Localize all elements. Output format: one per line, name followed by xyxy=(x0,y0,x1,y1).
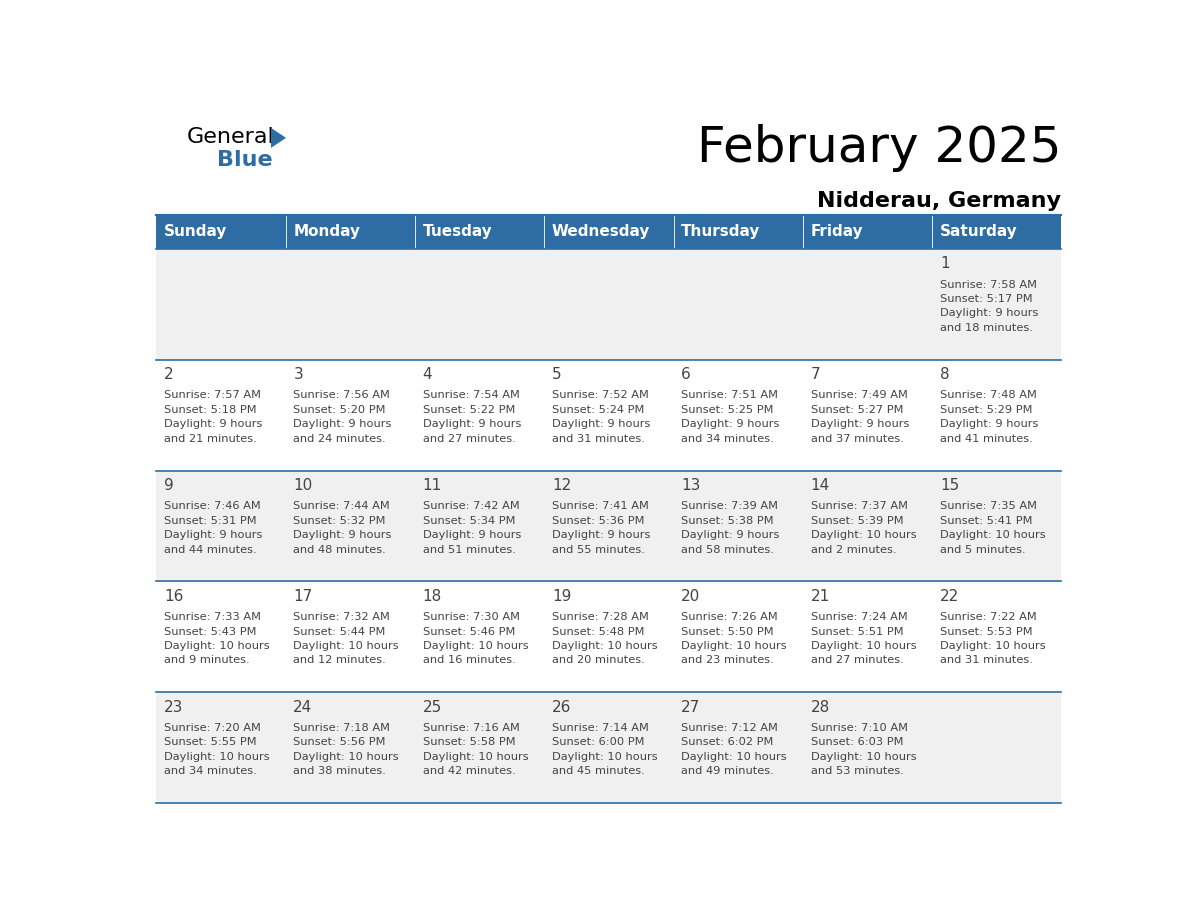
Text: Sunrise: 7:24 AM
Sunset: 5:51 PM
Daylight: 10 hours
and 27 minutes.: Sunrise: 7:24 AM Sunset: 5:51 PM Dayligh… xyxy=(810,612,916,666)
Text: 28: 28 xyxy=(810,700,830,715)
Text: Sunrise: 7:20 AM
Sunset: 5:55 PM
Daylight: 10 hours
and 34 minutes.: Sunrise: 7:20 AM Sunset: 5:55 PM Dayligh… xyxy=(164,723,270,777)
Text: Sunrise: 7:46 AM
Sunset: 5:31 PM
Daylight: 9 hours
and 44 minutes.: Sunrise: 7:46 AM Sunset: 5:31 PM Dayligh… xyxy=(164,501,263,554)
Text: Friday: Friday xyxy=(810,224,864,240)
Text: Thursday: Thursday xyxy=(681,224,760,240)
Bar xyxy=(157,581,1061,692)
Text: 9: 9 xyxy=(164,478,173,493)
Text: Monday: Monday xyxy=(293,224,360,240)
Text: Sunrise: 7:49 AM
Sunset: 5:27 PM
Daylight: 9 hours
and 37 minutes.: Sunrise: 7:49 AM Sunset: 5:27 PM Dayligh… xyxy=(810,390,909,443)
Bar xyxy=(157,360,1061,471)
Text: Sunrise: 7:12 AM
Sunset: 6:02 PM
Daylight: 10 hours
and 49 minutes.: Sunrise: 7:12 AM Sunset: 6:02 PM Dayligh… xyxy=(681,723,786,777)
Text: 21: 21 xyxy=(810,589,830,604)
Text: Nidderau, Germany: Nidderau, Germany xyxy=(817,191,1061,211)
Text: Sunrise: 7:51 AM
Sunset: 5:25 PM
Daylight: 9 hours
and 34 minutes.: Sunrise: 7:51 AM Sunset: 5:25 PM Dayligh… xyxy=(681,390,779,443)
Text: 19: 19 xyxy=(552,589,571,604)
Text: Sunrise: 7:35 AM
Sunset: 5:41 PM
Daylight: 10 hours
and 5 minutes.: Sunrise: 7:35 AM Sunset: 5:41 PM Dayligh… xyxy=(940,501,1045,554)
Text: Sunrise: 7:39 AM
Sunset: 5:38 PM
Daylight: 9 hours
and 58 minutes.: Sunrise: 7:39 AM Sunset: 5:38 PM Dayligh… xyxy=(681,501,779,554)
Text: 25: 25 xyxy=(423,700,442,715)
Text: 8: 8 xyxy=(940,367,949,382)
Bar xyxy=(157,471,1061,581)
Text: Sunrise: 7:14 AM
Sunset: 6:00 PM
Daylight: 10 hours
and 45 minutes.: Sunrise: 7:14 AM Sunset: 6:00 PM Dayligh… xyxy=(552,723,658,777)
Text: 23: 23 xyxy=(164,700,183,715)
Text: Sunrise: 7:48 AM
Sunset: 5:29 PM
Daylight: 9 hours
and 41 minutes.: Sunrise: 7:48 AM Sunset: 5:29 PM Dayligh… xyxy=(940,390,1038,443)
Text: 4: 4 xyxy=(423,367,432,382)
Text: 26: 26 xyxy=(552,700,571,715)
Text: Tuesday: Tuesday xyxy=(423,224,492,240)
Text: 18: 18 xyxy=(423,589,442,604)
Bar xyxy=(285,215,415,249)
Text: Sunrise: 7:32 AM
Sunset: 5:44 PM
Daylight: 10 hours
and 12 minutes.: Sunrise: 7:32 AM Sunset: 5:44 PM Dayligh… xyxy=(293,612,399,666)
Text: Sunrise: 7:30 AM
Sunset: 5:46 PM
Daylight: 10 hours
and 16 minutes.: Sunrise: 7:30 AM Sunset: 5:46 PM Dayligh… xyxy=(423,612,529,666)
Text: 1: 1 xyxy=(940,256,949,272)
Text: Sunrise: 7:52 AM
Sunset: 5:24 PM
Daylight: 9 hours
and 31 minutes.: Sunrise: 7:52 AM Sunset: 5:24 PM Dayligh… xyxy=(552,390,650,443)
Text: 14: 14 xyxy=(810,478,830,493)
Text: Sunrise: 7:26 AM
Sunset: 5:50 PM
Daylight: 10 hours
and 23 minutes.: Sunrise: 7:26 AM Sunset: 5:50 PM Dayligh… xyxy=(681,612,786,666)
Text: 11: 11 xyxy=(423,478,442,493)
Text: Wednesday: Wednesday xyxy=(552,224,650,240)
Text: 2: 2 xyxy=(164,367,173,382)
Text: Sunrise: 7:57 AM
Sunset: 5:18 PM
Daylight: 9 hours
and 21 minutes.: Sunrise: 7:57 AM Sunset: 5:18 PM Dayligh… xyxy=(164,390,263,443)
Text: Sunrise: 7:22 AM
Sunset: 5:53 PM
Daylight: 10 hours
and 31 minutes.: Sunrise: 7:22 AM Sunset: 5:53 PM Dayligh… xyxy=(940,612,1045,666)
Text: 5: 5 xyxy=(552,367,562,382)
Text: Sunrise: 7:18 AM
Sunset: 5:56 PM
Daylight: 10 hours
and 38 minutes.: Sunrise: 7:18 AM Sunset: 5:56 PM Dayligh… xyxy=(293,723,399,777)
Text: Sunrise: 7:10 AM
Sunset: 6:03 PM
Daylight: 10 hours
and 53 minutes.: Sunrise: 7:10 AM Sunset: 6:03 PM Dayligh… xyxy=(810,723,916,777)
Text: 27: 27 xyxy=(681,700,701,715)
Text: 12: 12 xyxy=(552,478,571,493)
Text: Sunrise: 7:56 AM
Sunset: 5:20 PM
Daylight: 9 hours
and 24 minutes.: Sunrise: 7:56 AM Sunset: 5:20 PM Dayligh… xyxy=(293,390,392,443)
Bar xyxy=(415,215,544,249)
Text: Sunrise: 7:37 AM
Sunset: 5:39 PM
Daylight: 10 hours
and 2 minutes.: Sunrise: 7:37 AM Sunset: 5:39 PM Dayligh… xyxy=(810,501,916,554)
Text: 10: 10 xyxy=(293,478,312,493)
Bar xyxy=(803,215,933,249)
Text: Sunrise: 7:54 AM
Sunset: 5:22 PM
Daylight: 9 hours
and 27 minutes.: Sunrise: 7:54 AM Sunset: 5:22 PM Dayligh… xyxy=(423,390,522,443)
Bar xyxy=(157,692,1061,803)
Bar xyxy=(544,215,674,249)
Text: Blue: Blue xyxy=(216,151,272,170)
Bar xyxy=(157,249,1061,360)
Polygon shape xyxy=(271,128,286,148)
Bar xyxy=(933,215,1061,249)
Text: 22: 22 xyxy=(940,589,959,604)
Text: 13: 13 xyxy=(681,478,701,493)
Text: 7: 7 xyxy=(810,367,820,382)
Text: General: General xyxy=(188,127,274,147)
Text: Sunrise: 7:41 AM
Sunset: 5:36 PM
Daylight: 9 hours
and 55 minutes.: Sunrise: 7:41 AM Sunset: 5:36 PM Dayligh… xyxy=(552,501,650,554)
Text: Sunrise: 7:58 AM
Sunset: 5:17 PM
Daylight: 9 hours
and 18 minutes.: Sunrise: 7:58 AM Sunset: 5:17 PM Dayligh… xyxy=(940,280,1038,332)
Text: Sunrise: 7:28 AM
Sunset: 5:48 PM
Daylight: 10 hours
and 20 minutes.: Sunrise: 7:28 AM Sunset: 5:48 PM Dayligh… xyxy=(552,612,658,666)
Text: 17: 17 xyxy=(293,589,312,604)
Text: 6: 6 xyxy=(681,367,691,382)
Text: Sunrise: 7:33 AM
Sunset: 5:43 PM
Daylight: 10 hours
and 9 minutes.: Sunrise: 7:33 AM Sunset: 5:43 PM Dayligh… xyxy=(164,612,270,666)
Text: Sunrise: 7:16 AM
Sunset: 5:58 PM
Daylight: 10 hours
and 42 minutes.: Sunrise: 7:16 AM Sunset: 5:58 PM Dayligh… xyxy=(423,723,529,777)
Text: Sunrise: 7:44 AM
Sunset: 5:32 PM
Daylight: 9 hours
and 48 minutes.: Sunrise: 7:44 AM Sunset: 5:32 PM Dayligh… xyxy=(293,501,392,554)
Text: February 2025: February 2025 xyxy=(697,124,1061,172)
Text: 16: 16 xyxy=(164,589,183,604)
Text: Saturday: Saturday xyxy=(940,224,1018,240)
Text: Sunday: Sunday xyxy=(164,224,227,240)
Bar xyxy=(674,215,803,249)
Text: 20: 20 xyxy=(681,589,701,604)
Text: Sunrise: 7:42 AM
Sunset: 5:34 PM
Daylight: 9 hours
and 51 minutes.: Sunrise: 7:42 AM Sunset: 5:34 PM Dayligh… xyxy=(423,501,522,554)
Bar xyxy=(157,215,285,249)
Text: 3: 3 xyxy=(293,367,303,382)
Text: 15: 15 xyxy=(940,478,959,493)
Text: 24: 24 xyxy=(293,700,312,715)
